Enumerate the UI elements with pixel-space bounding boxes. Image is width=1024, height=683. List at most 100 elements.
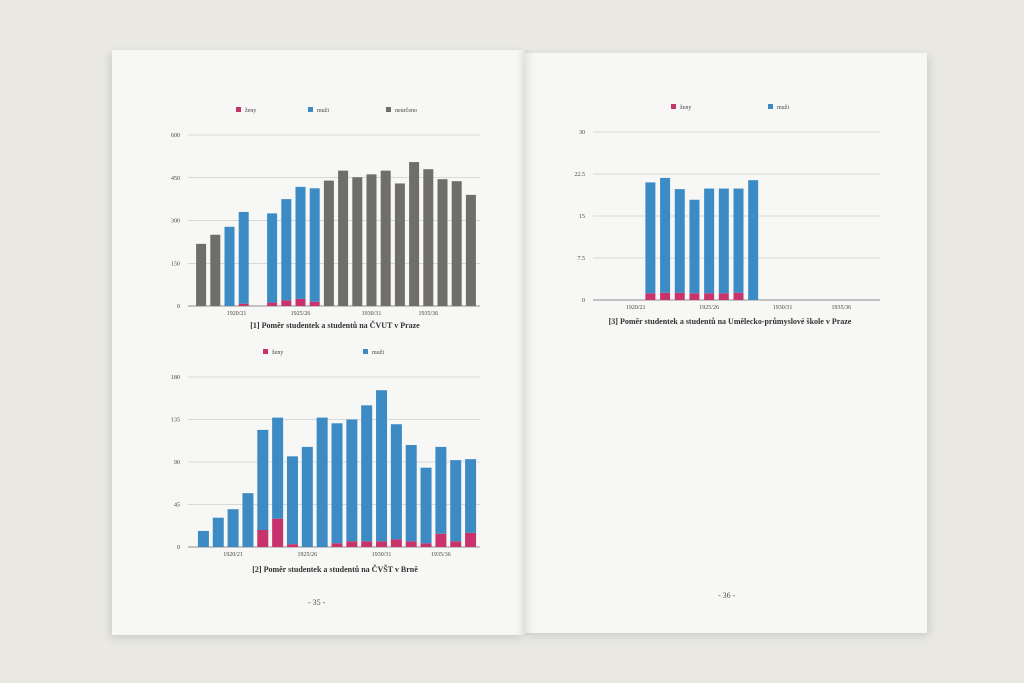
bar-segment <box>420 467 432 544</box>
bar-segment <box>645 293 656 300</box>
legend-label: muži <box>777 105 789 111</box>
x-tick-label: 1930/31 <box>362 311 382 317</box>
x-tick-label: 1925/26 <box>297 552 317 558</box>
x-tick-label: 1925/26 <box>699 305 719 311</box>
bar-segment <box>645 182 656 294</box>
bar-segment <box>376 390 388 542</box>
y-tick-label: 7.5 <box>578 256 586 262</box>
bar-segment <box>295 186 306 299</box>
x-tick-label: 1925/26 <box>291 311 311 317</box>
bar-segment <box>435 446 447 534</box>
y-tick-label: 0 <box>177 545 180 551</box>
bar-segment <box>689 199 700 294</box>
legend-label: ženy <box>680 105 691 111</box>
bar-segment <box>286 456 298 545</box>
y-tick-label: 15 <box>579 214 585 220</box>
x-tick-label: 1935/36 <box>831 305 851 311</box>
bar-segment <box>450 460 462 542</box>
bar-segment <box>238 303 249 306</box>
y-tick-label: 450 <box>171 176 180 182</box>
legend-label: ženy <box>245 108 256 114</box>
bar-segment <box>733 188 744 293</box>
y-tick-label: 150 <box>171 261 180 267</box>
chart3-caption: [3] Poměr studentek a studentů na Umělec… <box>608 317 852 326</box>
chart-cvut-praha: 0 150 300 450 600 ženy muži neurčeno 1920/21 1925… <box>171 107 480 317</box>
bar-segment <box>704 188 715 294</box>
bar-segment <box>242 493 254 547</box>
bar-segment <box>394 183 405 306</box>
bar-segment <box>257 429 269 530</box>
y-tick-label: 300 <box>171 219 180 225</box>
y-tick-label: 90 <box>174 460 180 466</box>
bar-segment <box>451 181 462 306</box>
y-tick-label: 0 <box>177 304 180 310</box>
legend-label: muži <box>372 350 384 356</box>
x-tick-label: 1935/36 <box>418 311 438 317</box>
bar-segment <box>257 530 269 547</box>
y-tick-label: 0 <box>582 298 585 304</box>
bar-segment <box>309 188 320 302</box>
page-number-right: - 36 - <box>718 591 736 600</box>
bar-segment <box>238 211 249 304</box>
bar-segment <box>227 509 239 547</box>
chart2-caption: [2] Poměr studentek a studentů na ČVŠT v… <box>252 565 418 574</box>
bar-segment <box>465 194 476 306</box>
bar-segment <box>733 292 744 300</box>
y-tick-label: 180 <box>171 375 180 381</box>
bar-segment <box>272 417 284 519</box>
right-page <box>525 53 927 633</box>
bar-segment <box>338 170 349 306</box>
bar-segment <box>295 298 306 306</box>
bar-segment <box>450 541 462 547</box>
bar-segment <box>380 170 391 306</box>
bar-segment <box>196 243 207 306</box>
bar-segment <box>423 169 434 306</box>
chart1-caption: [1] Poměr studentek a studentů na ČVUT v… <box>250 321 420 330</box>
bar-segment <box>352 177 363 306</box>
x-tick-label: 1920/21 <box>626 305 646 311</box>
bar-segment <box>210 234 221 306</box>
bar-segment <box>718 188 729 294</box>
legend-label: muži <box>317 108 329 114</box>
bar-segment <box>309 301 320 306</box>
bar-segment <box>405 445 417 542</box>
x-tick-label: 1930/31 <box>372 552 392 558</box>
legend-swatch-neurceno <box>386 107 391 112</box>
bar-segment <box>331 423 343 544</box>
bar-segment <box>390 424 402 540</box>
bar-segment <box>212 517 224 547</box>
book-gutter <box>516 50 534 635</box>
bar-segment <box>465 532 477 547</box>
legend-swatch-muzi <box>768 104 773 109</box>
bar-segment <box>267 302 278 306</box>
bar-segment <box>420 543 432 547</box>
bar-segment <box>267 213 278 303</box>
y-tick-label: 600 <box>171 133 180 139</box>
bar-segment <box>272 518 284 547</box>
bar-segment <box>301 446 313 547</box>
bar-segment <box>748 180 759 300</box>
bar-segment <box>346 419 358 542</box>
legend-label: neurčeno <box>395 108 417 114</box>
bar-segment <box>316 417 328 547</box>
x-tick-label: 1930/31 <box>773 305 793 311</box>
bar-segment <box>405 541 417 547</box>
legend-swatch-zeny <box>263 349 268 354</box>
bar-segment <box>376 541 388 547</box>
bar-segment <box>660 177 671 293</box>
bar-segment <box>361 405 373 542</box>
legend-swatch-zeny <box>671 104 676 109</box>
bar-segment <box>689 293 700 300</box>
chart-cvst-brno: 0 45 90 135 180 ženy muži 1920/21 1925/26 1930/31… <box>171 349 480 558</box>
legend-label: ženy <box>272 350 283 356</box>
legend-swatch-muzi <box>363 349 368 354</box>
bar-segment <box>346 541 358 547</box>
bar-segment <box>361 541 373 547</box>
bar-segment <box>390 539 402 547</box>
chart-ups-praha: 0 7.5 15 22.5 30 ženy muži 1920/21 1925/26 1930/3… <box>575 104 880 311</box>
bar-segment <box>366 174 377 306</box>
bar-segment <box>718 293 729 300</box>
bar-segment <box>197 530 209 547</box>
y-tick-label: 135 <box>171 418 180 424</box>
bar-segment <box>331 543 343 547</box>
